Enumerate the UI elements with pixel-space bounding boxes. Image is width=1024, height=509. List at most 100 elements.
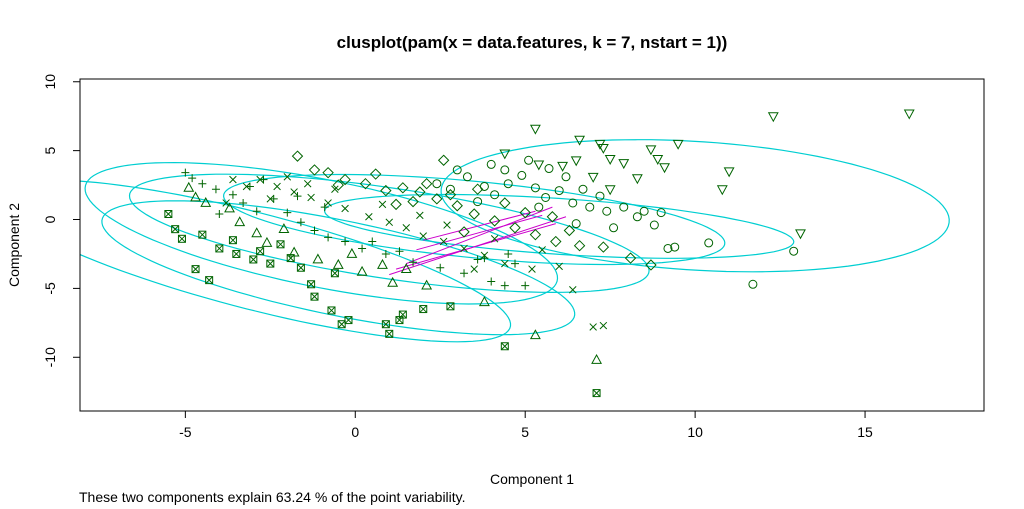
point-box-cross [205,276,213,284]
point-x [480,251,489,260]
point-triangle-down [533,160,545,171]
point-x [303,179,312,188]
point-circle [789,246,799,256]
point-box-x [344,316,353,325]
point-triangle [234,216,246,227]
point-box [419,305,428,314]
point-circle [544,164,554,174]
point-box [296,263,305,272]
point-plus [473,255,482,264]
point-box-cross [331,269,339,278]
point-circle [432,179,442,189]
point-x [439,237,448,246]
point-plus [409,258,418,267]
cluster-connector [416,214,543,251]
point-triangle-down [723,167,735,178]
point-x [378,200,387,209]
point-box-cross [500,342,509,351]
x-axis-label: Component 1 [490,471,574,487]
y-axis: -10 -5 0 5 10 [42,74,81,367]
point-circle [479,181,489,191]
point-diamond [431,193,443,205]
point-x [331,185,339,193]
point-box-cross [344,316,353,324]
point-triangle-down [557,161,569,172]
point-box-x [249,255,258,264]
point-circle [748,279,758,289]
point-box-x [296,263,305,272]
point-triangle [529,329,541,340]
point-diamond [390,198,402,211]
point-circle [704,238,714,248]
point-diamond [529,228,542,241]
point-triangle [591,353,603,364]
point-box [249,255,258,264]
point-x [501,259,509,268]
point-box [232,249,241,258]
point-plus [252,207,261,216]
point-triangle [332,258,344,269]
y-axis-label: Component 2 [6,203,22,287]
point-plus [368,237,377,246]
point-x [242,182,251,191]
point-plus [500,281,509,290]
point-plus [460,269,469,278]
point-diamond [499,197,511,209]
cluster-ellipse-2 [101,200,576,336]
point-box-x [307,280,316,289]
variability-note: These two components explain 63.24 % of … [79,489,466,505]
point-box [500,342,509,351]
point-plus [324,233,333,242]
point-circle [595,191,605,201]
point-box-x [385,329,394,338]
point-plus [181,168,190,177]
point-plus [245,182,254,191]
point-triangle-down [652,155,664,165]
point-box [256,247,265,256]
point-box-x [381,320,390,329]
point-box [171,225,180,234]
point-triangle [278,223,290,234]
point-triangle-down [499,149,511,160]
point-box-cross [419,305,428,313]
point-diamond [322,166,334,179]
cluster-ellipse-1 [80,180,512,343]
point-diamond [414,186,426,198]
point-triangle [400,263,412,274]
point-triangle [377,258,388,269]
point-box-cross [256,247,264,256]
point-box [215,244,224,253]
point-box [330,269,339,278]
point-box [205,276,214,285]
point-box-x [198,230,207,239]
cluster-connector [395,223,556,270]
point-triangle-down [716,185,728,196]
point-diamond [468,208,480,220]
point-box [337,320,346,329]
point-box-cross [164,210,173,218]
point-box-cross [171,225,180,234]
point-triangle [261,236,273,247]
point-plus [228,190,237,199]
point-box-x [164,210,173,219]
point-diamond [369,168,382,180]
point-box-cross [399,310,407,319]
point-x [416,211,424,220]
x-tick-label: -5 [179,424,192,440]
point-diamond [573,239,586,252]
cluster-connector [406,206,553,265]
point-triangle-down [618,159,630,170]
point-box-x [205,276,214,285]
point-x [528,265,536,273]
point-plus [239,198,248,207]
point-diamond [291,150,304,162]
point-box-cross [191,265,200,273]
point-x [419,232,428,240]
point-box-x [337,320,346,329]
point-triangle-down [529,124,541,135]
point-x [599,321,608,330]
point-circle [517,170,527,180]
point-plus [504,249,513,258]
y-tick-label: -5 [42,282,58,295]
